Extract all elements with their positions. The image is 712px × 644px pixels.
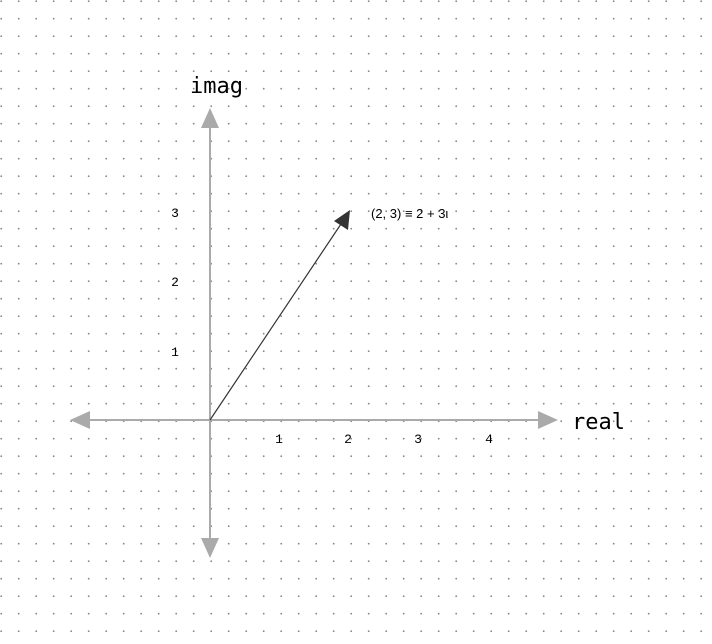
vector-2-plus-3i [209,210,350,421]
vector-shaft [209,220,344,421]
x-axis-title: real [572,410,625,435]
axes [70,108,558,558]
y-tick-2: 2 [171,275,179,290]
x-axis-left-arrowhead [70,411,90,429]
y-tick-3: 3 [171,206,179,221]
y-tick-1: 1 [171,345,179,360]
vector-arrowhead [334,210,350,230]
x-tick-3: 3 [414,432,422,447]
y-axis-title: imag [190,74,243,99]
y-axis-bottom-arrowhead [201,538,219,558]
vector-label: (2, 3) ≡ 2 + 3ι [371,206,448,221]
x-axis-right-arrowhead [538,411,558,429]
x-tick-1: 1 [275,432,283,447]
y-axis-top-arrowhead [201,108,219,128]
x-tick-4: 4 [485,432,493,447]
x-tick-2: 2 [344,432,352,447]
